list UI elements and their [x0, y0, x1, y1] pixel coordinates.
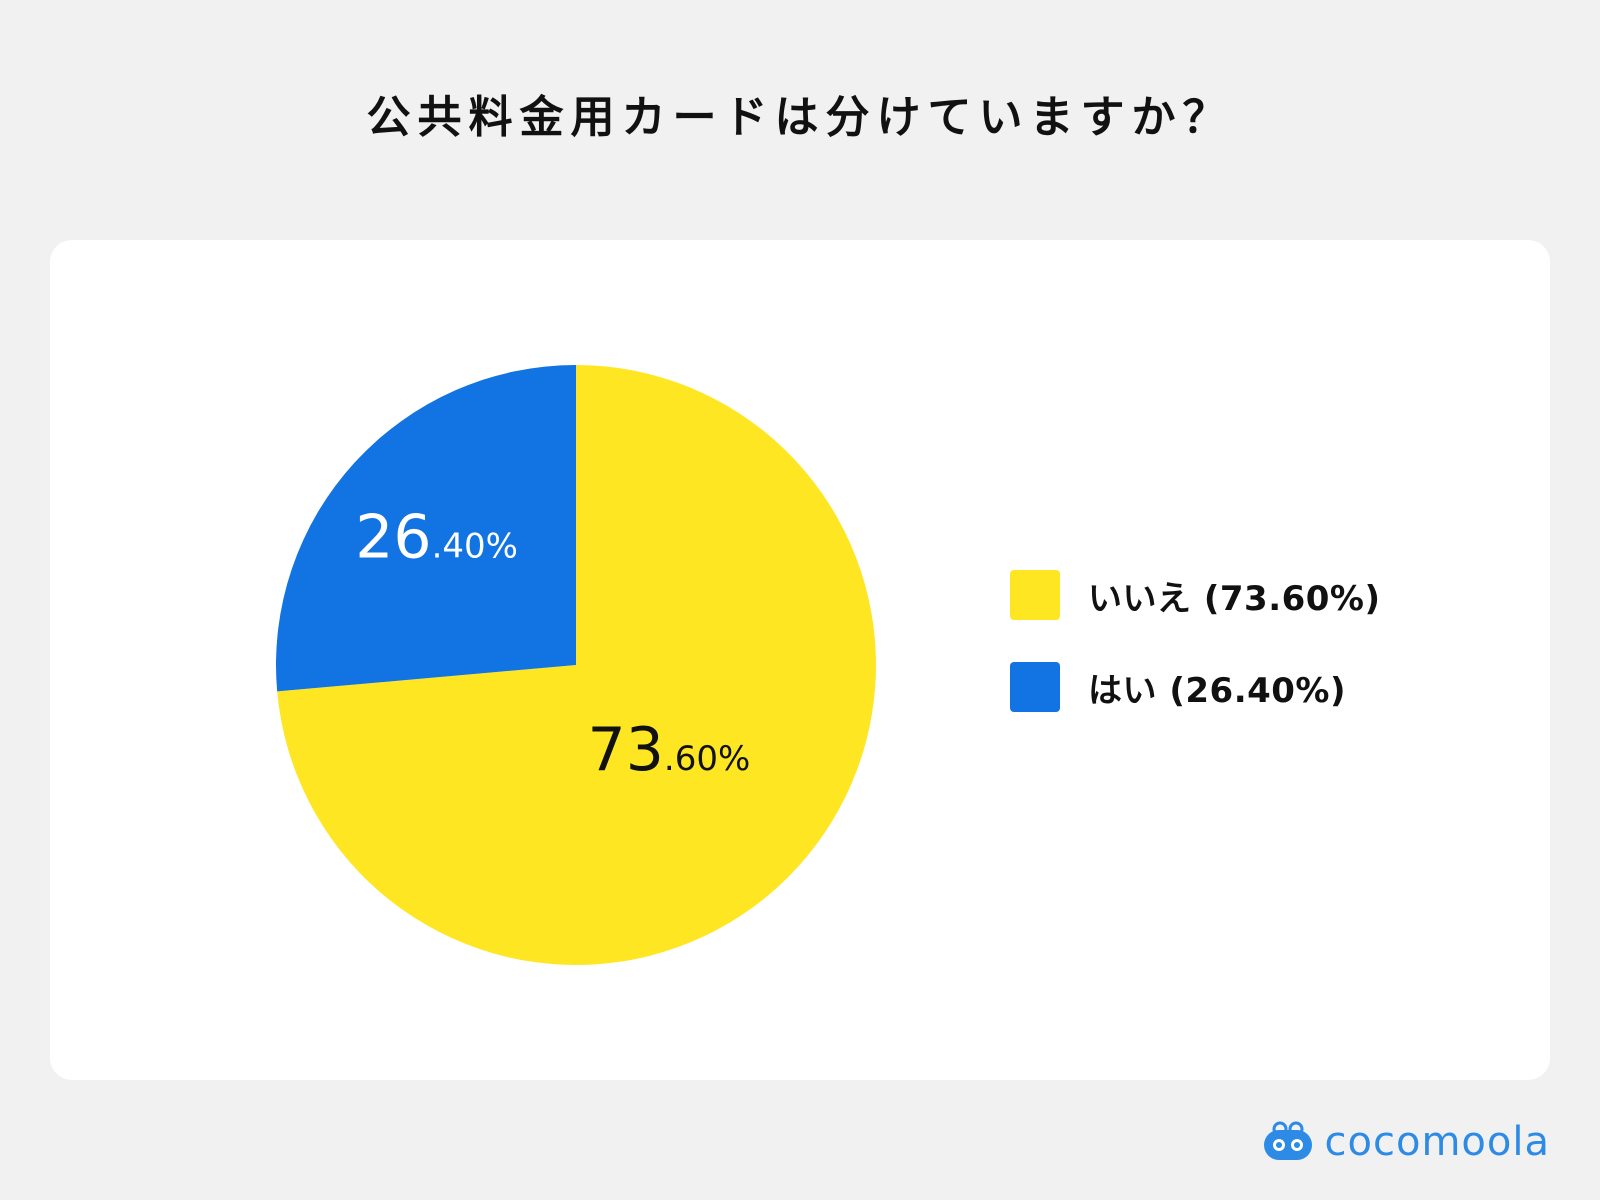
legend-label-iie: いいえ (73.60%) — [1088, 578, 1381, 619]
slice-label-iie-decimal: .60% — [664, 739, 750, 779]
legend: いいえ (73.60%) はい (26.40%) — [1010, 570, 1381, 754]
legend-swatch-hai — [1010, 662, 1060, 712]
slice-label-hai-integer: 26 — [355, 502, 431, 572]
slice-label-hai: 26.40% — [355, 502, 518, 572]
brand-name: cocomoola — [1324, 1119, 1550, 1165]
legend-label-hai: はい (26.40%) — [1088, 670, 1347, 711]
legend-item-hai: はい (26.40%) — [1010, 662, 1381, 712]
brand-logo: cocomoola — [1261, 1114, 1550, 1170]
cocomoola-logo-icon — [1263, 1121, 1312, 1160]
legend-item-iie: いいえ (73.60%) — [1010, 570, 1381, 620]
legend-swatch-iie — [1010, 570, 1060, 620]
pie-slice-iie — [277, 365, 876, 965]
pie-labels: 73.60% 26.40% — [355, 502, 750, 785]
slice-label-iie-integer: 73 — [588, 715, 664, 785]
pie-chart: 73.60% 26.40% — [276, 365, 876, 965]
chart-card: 73.60% 26.40% いいえ (73.60%) はい (26.40%) — [50, 240, 1550, 1080]
chart-title: 公共料金用カードは分けていますか？ — [366, 92, 1234, 143]
slice-label-hai-decimal: .40% — [432, 526, 518, 566]
pie-slice-hai — [276, 365, 576, 692]
slice-label-iie: 73.60% — [588, 715, 751, 785]
pie-slices — [276, 365, 876, 965]
